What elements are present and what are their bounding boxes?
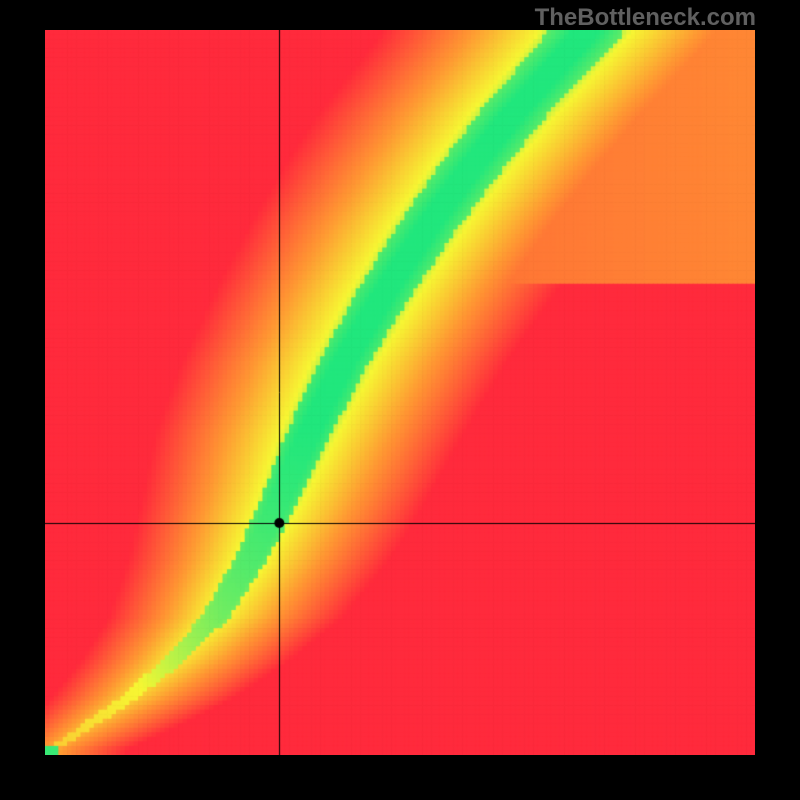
watermark-text: TheBottleneck.com (535, 4, 756, 32)
bottleneck-heatmap (45, 30, 755, 755)
